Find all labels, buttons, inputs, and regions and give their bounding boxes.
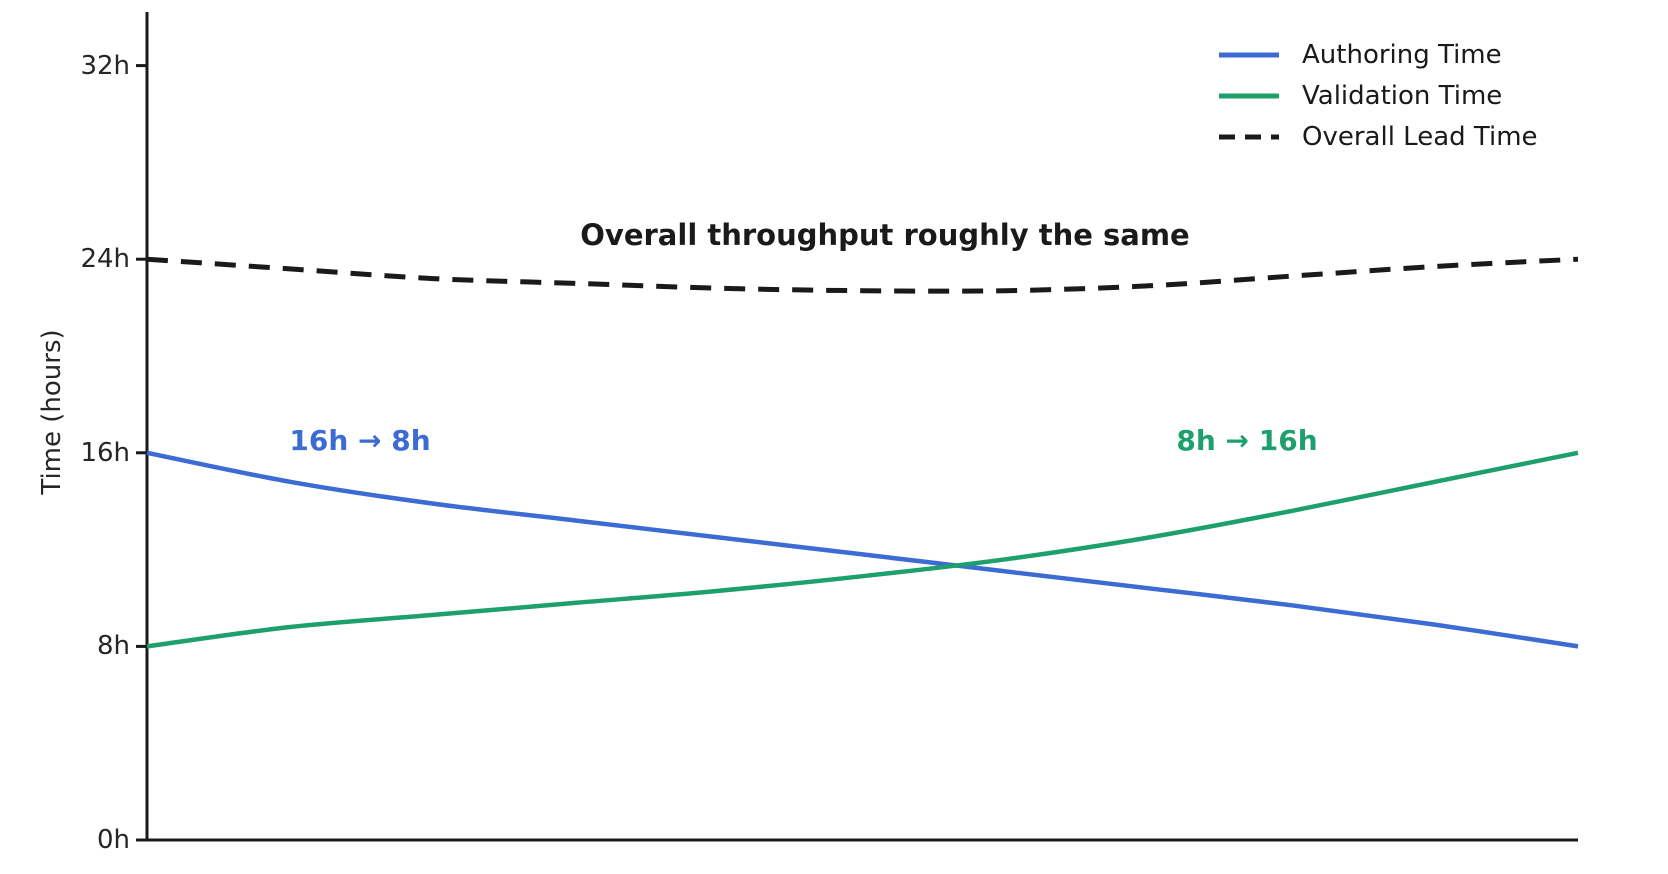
legend-key-icon bbox=[1219, 93, 1279, 98]
y-tick-label-32h: 32h bbox=[80, 50, 130, 81]
annotation-authoring-change: 16h → 8h bbox=[289, 424, 431, 457]
annotation-validation-change: 8h → 16h bbox=[1176, 424, 1318, 457]
legend: Authoring Time Validation Time Overall Lea… bbox=[1218, 34, 1538, 157]
overall-lead-time-line bbox=[146, 256, 1579, 294]
legend-key-icon bbox=[1219, 52, 1279, 57]
legend-key-icon bbox=[1219, 134, 1279, 139]
annotation-overall-throughput: Overall throughput roughly the same bbox=[580, 218, 1190, 252]
y-tick-label-16h: 16h bbox=[80, 437, 130, 468]
legend-label: Overall Lead Time bbox=[1302, 121, 1538, 152]
y-tick-label-8h: 8h bbox=[96, 631, 130, 662]
authoring-time-line bbox=[146, 450, 1579, 649]
y-tick-label-24h: 24h bbox=[80, 244, 130, 275]
legend-item-authoring-time: Authoring Time bbox=[1218, 34, 1538, 75]
legend-label: Validation Time bbox=[1302, 80, 1503, 111]
legend-item-overall-lead-time: Overall Lead Time bbox=[1218, 116, 1538, 157]
legend-label: Authoring Time bbox=[1302, 39, 1502, 70]
validation-time-line bbox=[146, 450, 1579, 649]
y-tick-label-0h: 0h bbox=[96, 825, 130, 855]
legend-item-validation-time: Validation Time bbox=[1218, 75, 1538, 116]
y-axis-title: Time (hours) bbox=[37, 329, 67, 495]
